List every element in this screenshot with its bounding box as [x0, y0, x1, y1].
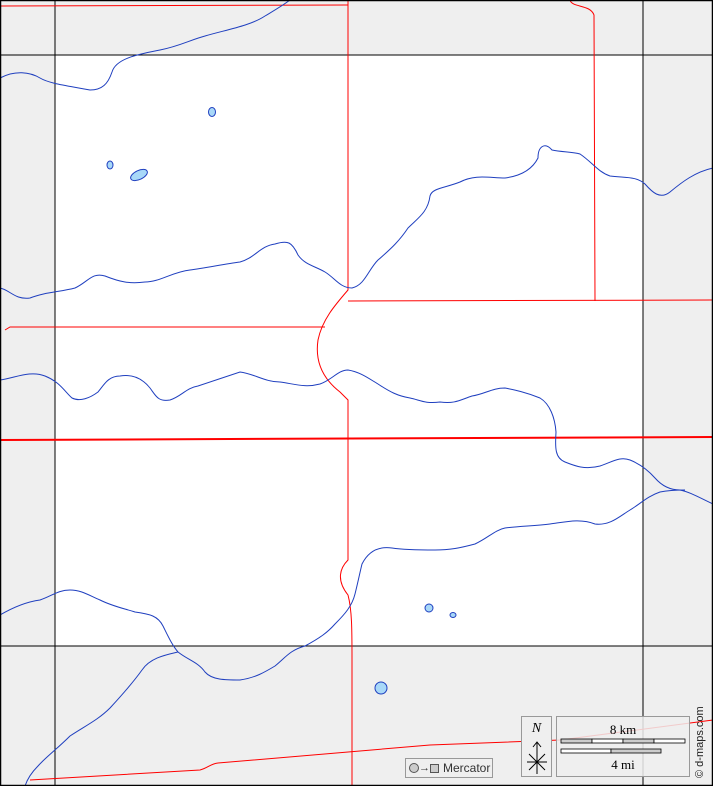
globe-circle-icon [409, 763, 419, 773]
projection-label: → Mercator [405, 758, 493, 778]
map-square-icon [430, 763, 439, 773]
credit-text: © d-maps.com [694, 706, 706, 778]
scale-km-label: 8 km [609, 722, 637, 737]
scale-bars [560, 738, 686, 754]
projection-name: Mercator [443, 761, 491, 775]
scale-bar: 8 km 4 mi [556, 716, 690, 777]
arrow-icon: → [419, 762, 430, 774]
map-area [55, 55, 643, 646]
lakes [106, 107, 457, 695]
scale-mi-label: 4 mi [611, 757, 635, 772]
compass-icon [527, 741, 547, 774]
north-arrow: N [521, 716, 552, 777]
north-label: N [531, 721, 542, 736]
